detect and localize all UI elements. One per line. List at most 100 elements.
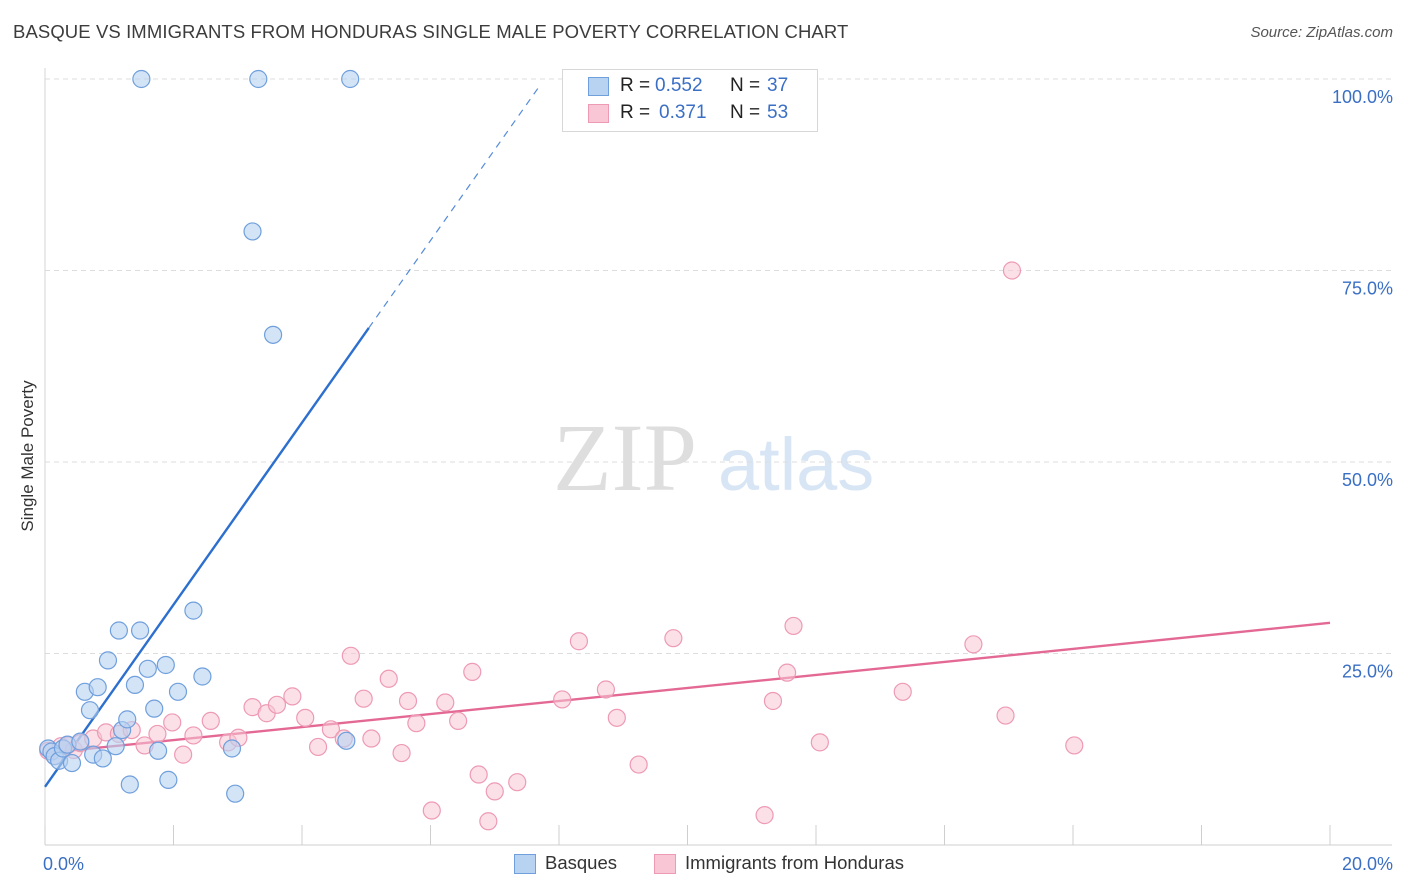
legend-label-honduras: Immigrants from Honduras — [685, 852, 904, 873]
honduras-point — [354, 689, 373, 708]
honduras-point — [449, 711, 468, 731]
gridlines — [45, 78, 1392, 654]
basques-point — [243, 222, 262, 241]
honduras-point — [755, 806, 774, 825]
basques-point — [125, 675, 145, 695]
basques-point — [93, 749, 112, 768]
basques-point — [341, 69, 360, 89]
honduras-point — [596, 680, 616, 699]
honduras-point — [763, 691, 783, 711]
honduras-swatch — [588, 104, 609, 123]
basques-point — [62, 753, 82, 773]
basques-point — [145, 699, 164, 718]
honduras-point — [784, 616, 803, 636]
honduras-point — [163, 713, 182, 732]
honduras-point — [664, 629, 683, 648]
watermark-atlas: atlas — [718, 423, 874, 506]
basques-point — [98, 651, 118, 670]
chart-title: BASQUE VS IMMIGRANTS FROM HONDURAS SINGL… — [13, 21, 849, 42]
basques-point — [222, 739, 242, 758]
honduras-point — [1065, 736, 1084, 755]
basques-point — [193, 667, 212, 686]
honduras-point — [479, 812, 498, 831]
honduras-point — [379, 669, 398, 688]
honduras-point — [810, 733, 829, 752]
basques-point — [132, 69, 151, 89]
source-label: Source: ZipAtlas.com — [1250, 24, 1393, 41]
basques-point — [337, 731, 356, 750]
honduras-point — [463, 662, 482, 681]
basques-point — [156, 655, 175, 675]
y-tick-label: 25.0% — [1342, 662, 1393, 682]
honduras-point — [148, 724, 167, 744]
basques-point — [148, 741, 168, 760]
basques-point — [120, 775, 139, 794]
honduras-point — [308, 737, 328, 757]
honduras-point — [296, 708, 315, 727]
honduras-point — [422, 801, 441, 820]
honduras-point — [777, 663, 797, 682]
stats-legend-box: R = 0.552 N = 37 R = 0.371 N = 53 — [562, 69, 818, 132]
basques-point — [71, 732, 90, 751]
basques-point — [106, 737, 125, 756]
y-tick-label: 100.0% — [1332, 87, 1393, 107]
r-value-honduras: 0.371 — [659, 102, 707, 123]
honduras-legend-swatch — [654, 854, 676, 874]
honduras-point — [607, 708, 626, 727]
honduras-point — [485, 782, 504, 801]
honduras-point — [553, 690, 572, 709]
honduras-point — [436, 693, 455, 712]
n-label: N = — [730, 75, 761, 96]
r-value-basques: 0.552 — [655, 75, 703, 96]
r-label: R = — [620, 75, 651, 96]
honduras-point — [392, 743, 411, 763]
honduras-point — [174, 745, 193, 764]
watermark-zip: ZIP — [553, 404, 697, 511]
honduras-point — [341, 646, 360, 665]
basques-point — [88, 678, 107, 697]
honduras-point — [469, 765, 488, 784]
honduras-trend-line — [44, 621, 1331, 755]
basques-swatch — [588, 77, 609, 96]
basques-point — [168, 682, 188, 701]
basques-point — [80, 701, 100, 720]
n-label: N = — [730, 102, 761, 123]
r-label: R = — [620, 102, 651, 123]
honduras-point — [629, 755, 648, 774]
honduras-point — [398, 691, 418, 711]
basques-point — [130, 621, 150, 640]
axes — [44, 68, 1392, 846]
honduras-point — [996, 706, 1015, 725]
basques-legend-swatch — [514, 854, 536, 874]
honduras-point — [407, 714, 426, 733]
honduras-point — [362, 729, 381, 748]
basques-point — [249, 69, 268, 89]
n-value-basques: 37 — [767, 75, 789, 96]
data-points — [39, 69, 1084, 831]
honduras-point — [964, 635, 983, 654]
basques-point — [184, 601, 203, 620]
honduras-point — [201, 711, 220, 731]
y-tick-label: 50.0% — [1342, 470, 1393, 490]
basques-point — [159, 770, 178, 789]
y-tick-label: 75.0% — [1342, 279, 1393, 299]
honduras-point — [283, 687, 302, 706]
honduras-point — [184, 726, 203, 745]
basques-point — [263, 325, 283, 344]
honduras-point — [893, 682, 912, 701]
basques-trend-extension — [368, 88, 539, 329]
legend-label-basques: Basques — [545, 852, 617, 873]
basques-point — [109, 621, 128, 640]
basques-point — [226, 784, 245, 803]
honduras-point — [267, 695, 287, 714]
x-tick-label: 20.0% — [1342, 854, 1393, 874]
basques-point — [138, 659, 157, 678]
honduras-point — [569, 632, 589, 651]
n-value-honduras: 53 — [767, 102, 789, 123]
basques-point — [118, 710, 137, 729]
honduras-point — [321, 720, 341, 739]
honduras-point — [1002, 261, 1022, 280]
x-tick-label: 0.0% — [43, 854, 84, 874]
honduras-point — [508, 773, 527, 792]
